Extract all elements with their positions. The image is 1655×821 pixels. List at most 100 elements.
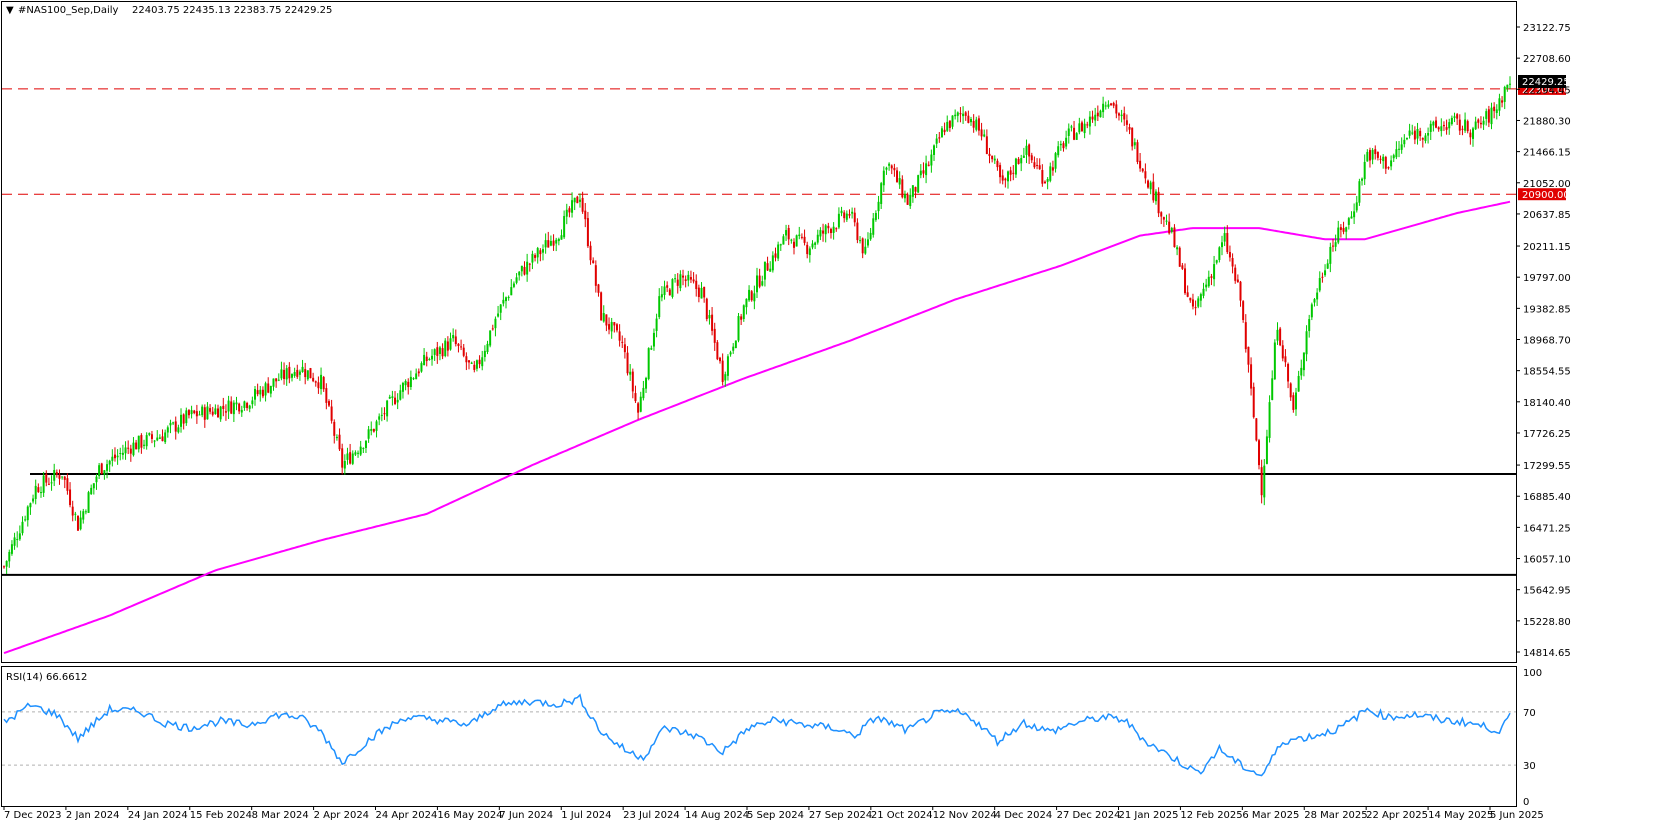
candle-body [840,210,843,214]
candle-body [711,314,714,331]
candle-body [1331,245,1334,247]
candle-body [1041,170,1044,184]
candle-body [407,381,410,388]
candle-body [898,178,901,185]
candle-body [283,369,286,379]
candle-body [1363,161,1366,180]
candle-body [177,427,180,433]
candle-body [26,506,29,521]
candle-body [322,377,325,390]
candle-body [301,366,304,372]
price-tick-label: 21052.00 [1523,179,1571,190]
candle-body [1313,299,1316,303]
candle-body [121,452,124,455]
price-tick-label: 22708.60 [1523,54,1571,65]
moving-average [3,200,1511,655]
candle-body [63,476,66,480]
candle-body [425,356,428,362]
candle-body [1485,111,1488,119]
candle-body [808,248,811,256]
candle-body [354,452,357,455]
candle-body [436,347,439,356]
candle-body [1501,100,1504,103]
candle-body [674,278,677,280]
candle-body [438,347,441,354]
candle-body [660,294,663,298]
candle-body [1292,395,1295,410]
candle-body [1474,121,1477,130]
candle-body [327,401,330,406]
rsi-tick-label: 30 [1523,761,1536,772]
candle-body [124,447,127,454]
candle-body [1162,217,1165,220]
candle-body [1353,211,1356,218]
candle-body [473,364,476,370]
candle-body [861,238,864,254]
candle-body [1054,153,1057,169]
candle-body [1265,436,1268,464]
candle-body [150,434,153,439]
candle-body [676,279,679,286]
price-tick-label: 16885.40 [1523,492,1571,503]
price-tag: 22429.25 [1522,77,1570,88]
candle-body [613,322,616,326]
candle-body [639,396,642,412]
candle-body [1464,119,1467,131]
candle-body [991,155,994,160]
candle-body [541,249,544,253]
candle-body [877,201,880,212]
candle-body [1284,356,1287,363]
candle-body [1059,143,1062,146]
candle-body [100,463,103,474]
candle-body [663,286,666,295]
candle-body [1004,178,1007,181]
candle-body [594,265,597,286]
candle-body [1419,130,1422,137]
candle-body [1503,87,1506,102]
candle-body [1028,144,1031,157]
candle-body [705,298,708,320]
ma-line [3,200,1511,655]
candle-body [1186,292,1189,297]
candle-body [1466,121,1469,132]
rsi-label: RSI(14) 66.6612 [6,672,87,683]
candle-body [1215,260,1218,263]
candle-body [866,239,869,246]
candle-body [454,336,457,345]
rsi-tick-label: 0 [1523,797,1529,808]
candle-body [999,165,1002,178]
chart-menu-triangle-icon[interactable]: ▼ [6,5,14,16]
candle-body [1067,128,1070,136]
candle-body [13,537,16,546]
candle-body [431,355,434,360]
candle-body [745,298,748,308]
candle-body [423,354,426,366]
candle-body [259,389,262,395]
candle-body [851,211,854,214]
price-tick-label: 23122.75 [1523,23,1571,34]
candle-body [954,114,957,117]
time-tick-label: 6 Mar 2025 [1242,810,1299,821]
candle-body [1405,137,1408,140]
candle-body [132,442,135,456]
candle-body [811,243,814,248]
candle-body [959,113,962,115]
candle-body [386,400,389,417]
candle-body [314,381,317,383]
candle-body [446,341,449,351]
candle-body [156,437,159,441]
candle-body [1046,178,1049,182]
time-tick-label: 1 Jul 2024 [561,810,611,821]
candle-body [256,390,259,395]
candle-body [1302,352,1305,371]
candle-body [666,285,669,288]
candle-body [1398,148,1401,150]
candle-body [919,170,922,176]
candle-body [1038,165,1041,170]
candle-body [518,271,521,276]
candle-body [214,408,217,415]
candle-body [1228,251,1231,258]
candle-body [71,506,74,516]
candle-body [1440,126,1443,132]
candle-body [972,120,975,128]
